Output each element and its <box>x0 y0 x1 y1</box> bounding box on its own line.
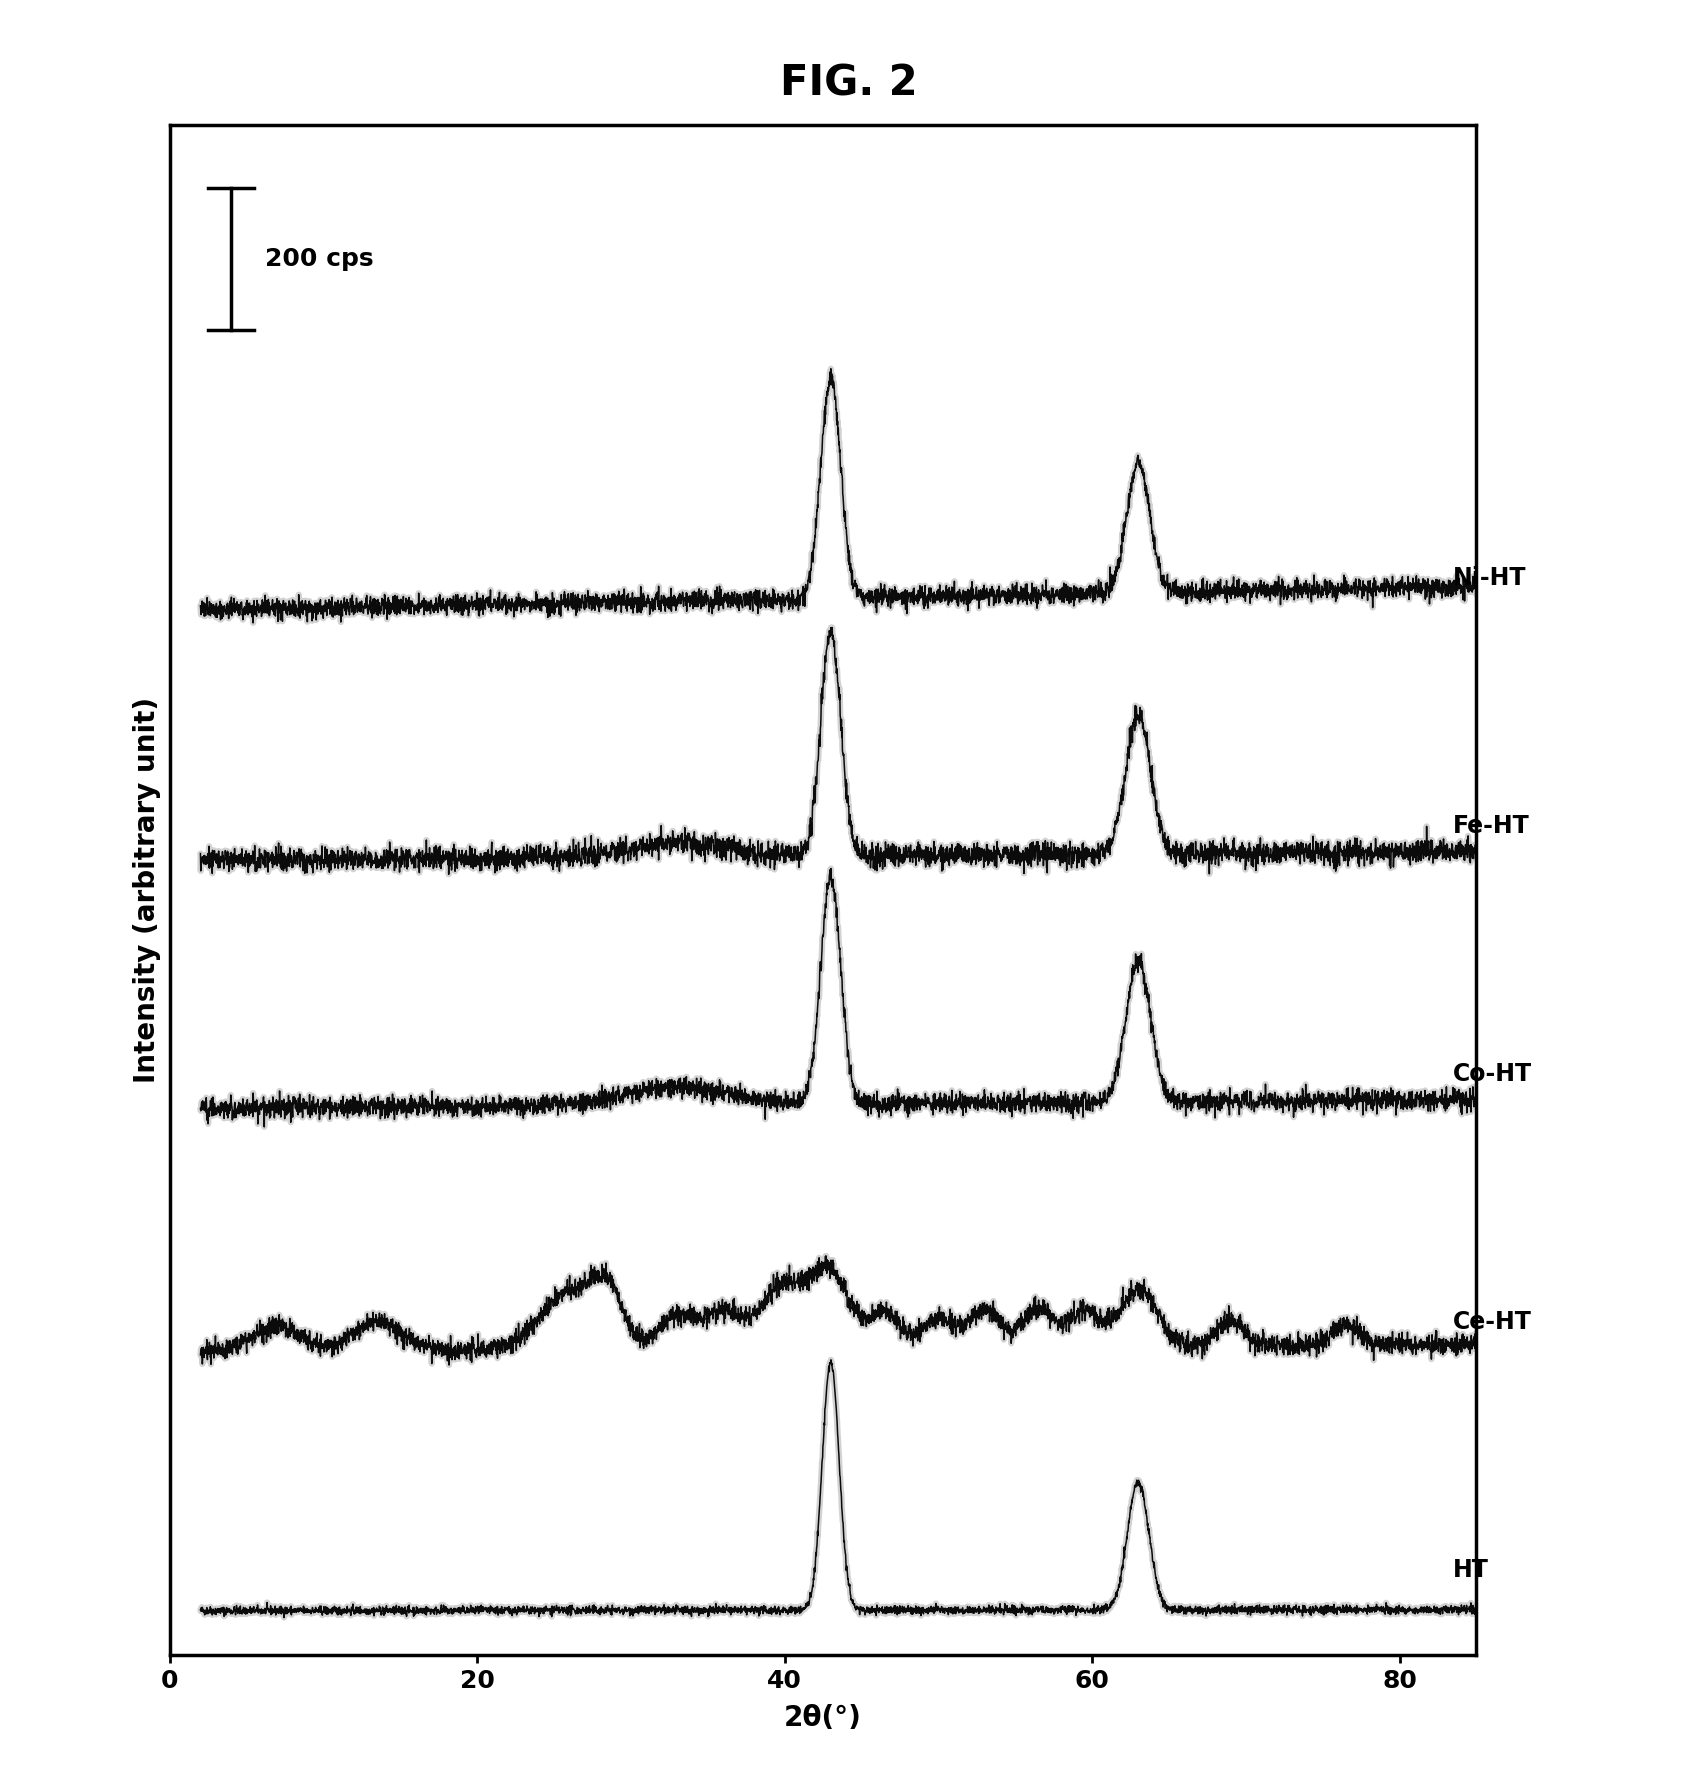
Y-axis label: Intensity (arbitrary unit): Intensity (arbitrary unit) <box>134 698 161 1082</box>
Text: 200 cps: 200 cps <box>265 247 373 271</box>
Text: Fe-HT: Fe-HT <box>1453 813 1531 838</box>
X-axis label: 2θ(°): 2θ(°) <box>784 1703 862 1732</box>
Text: Ni-HT: Ni-HT <box>1453 566 1527 591</box>
Text: HT: HT <box>1453 1558 1490 1582</box>
Text: Co-HT: Co-HT <box>1453 1063 1532 1086</box>
Text: Ce-HT: Ce-HT <box>1453 1310 1532 1335</box>
Text: FIG. 2: FIG. 2 <box>779 62 918 105</box>
